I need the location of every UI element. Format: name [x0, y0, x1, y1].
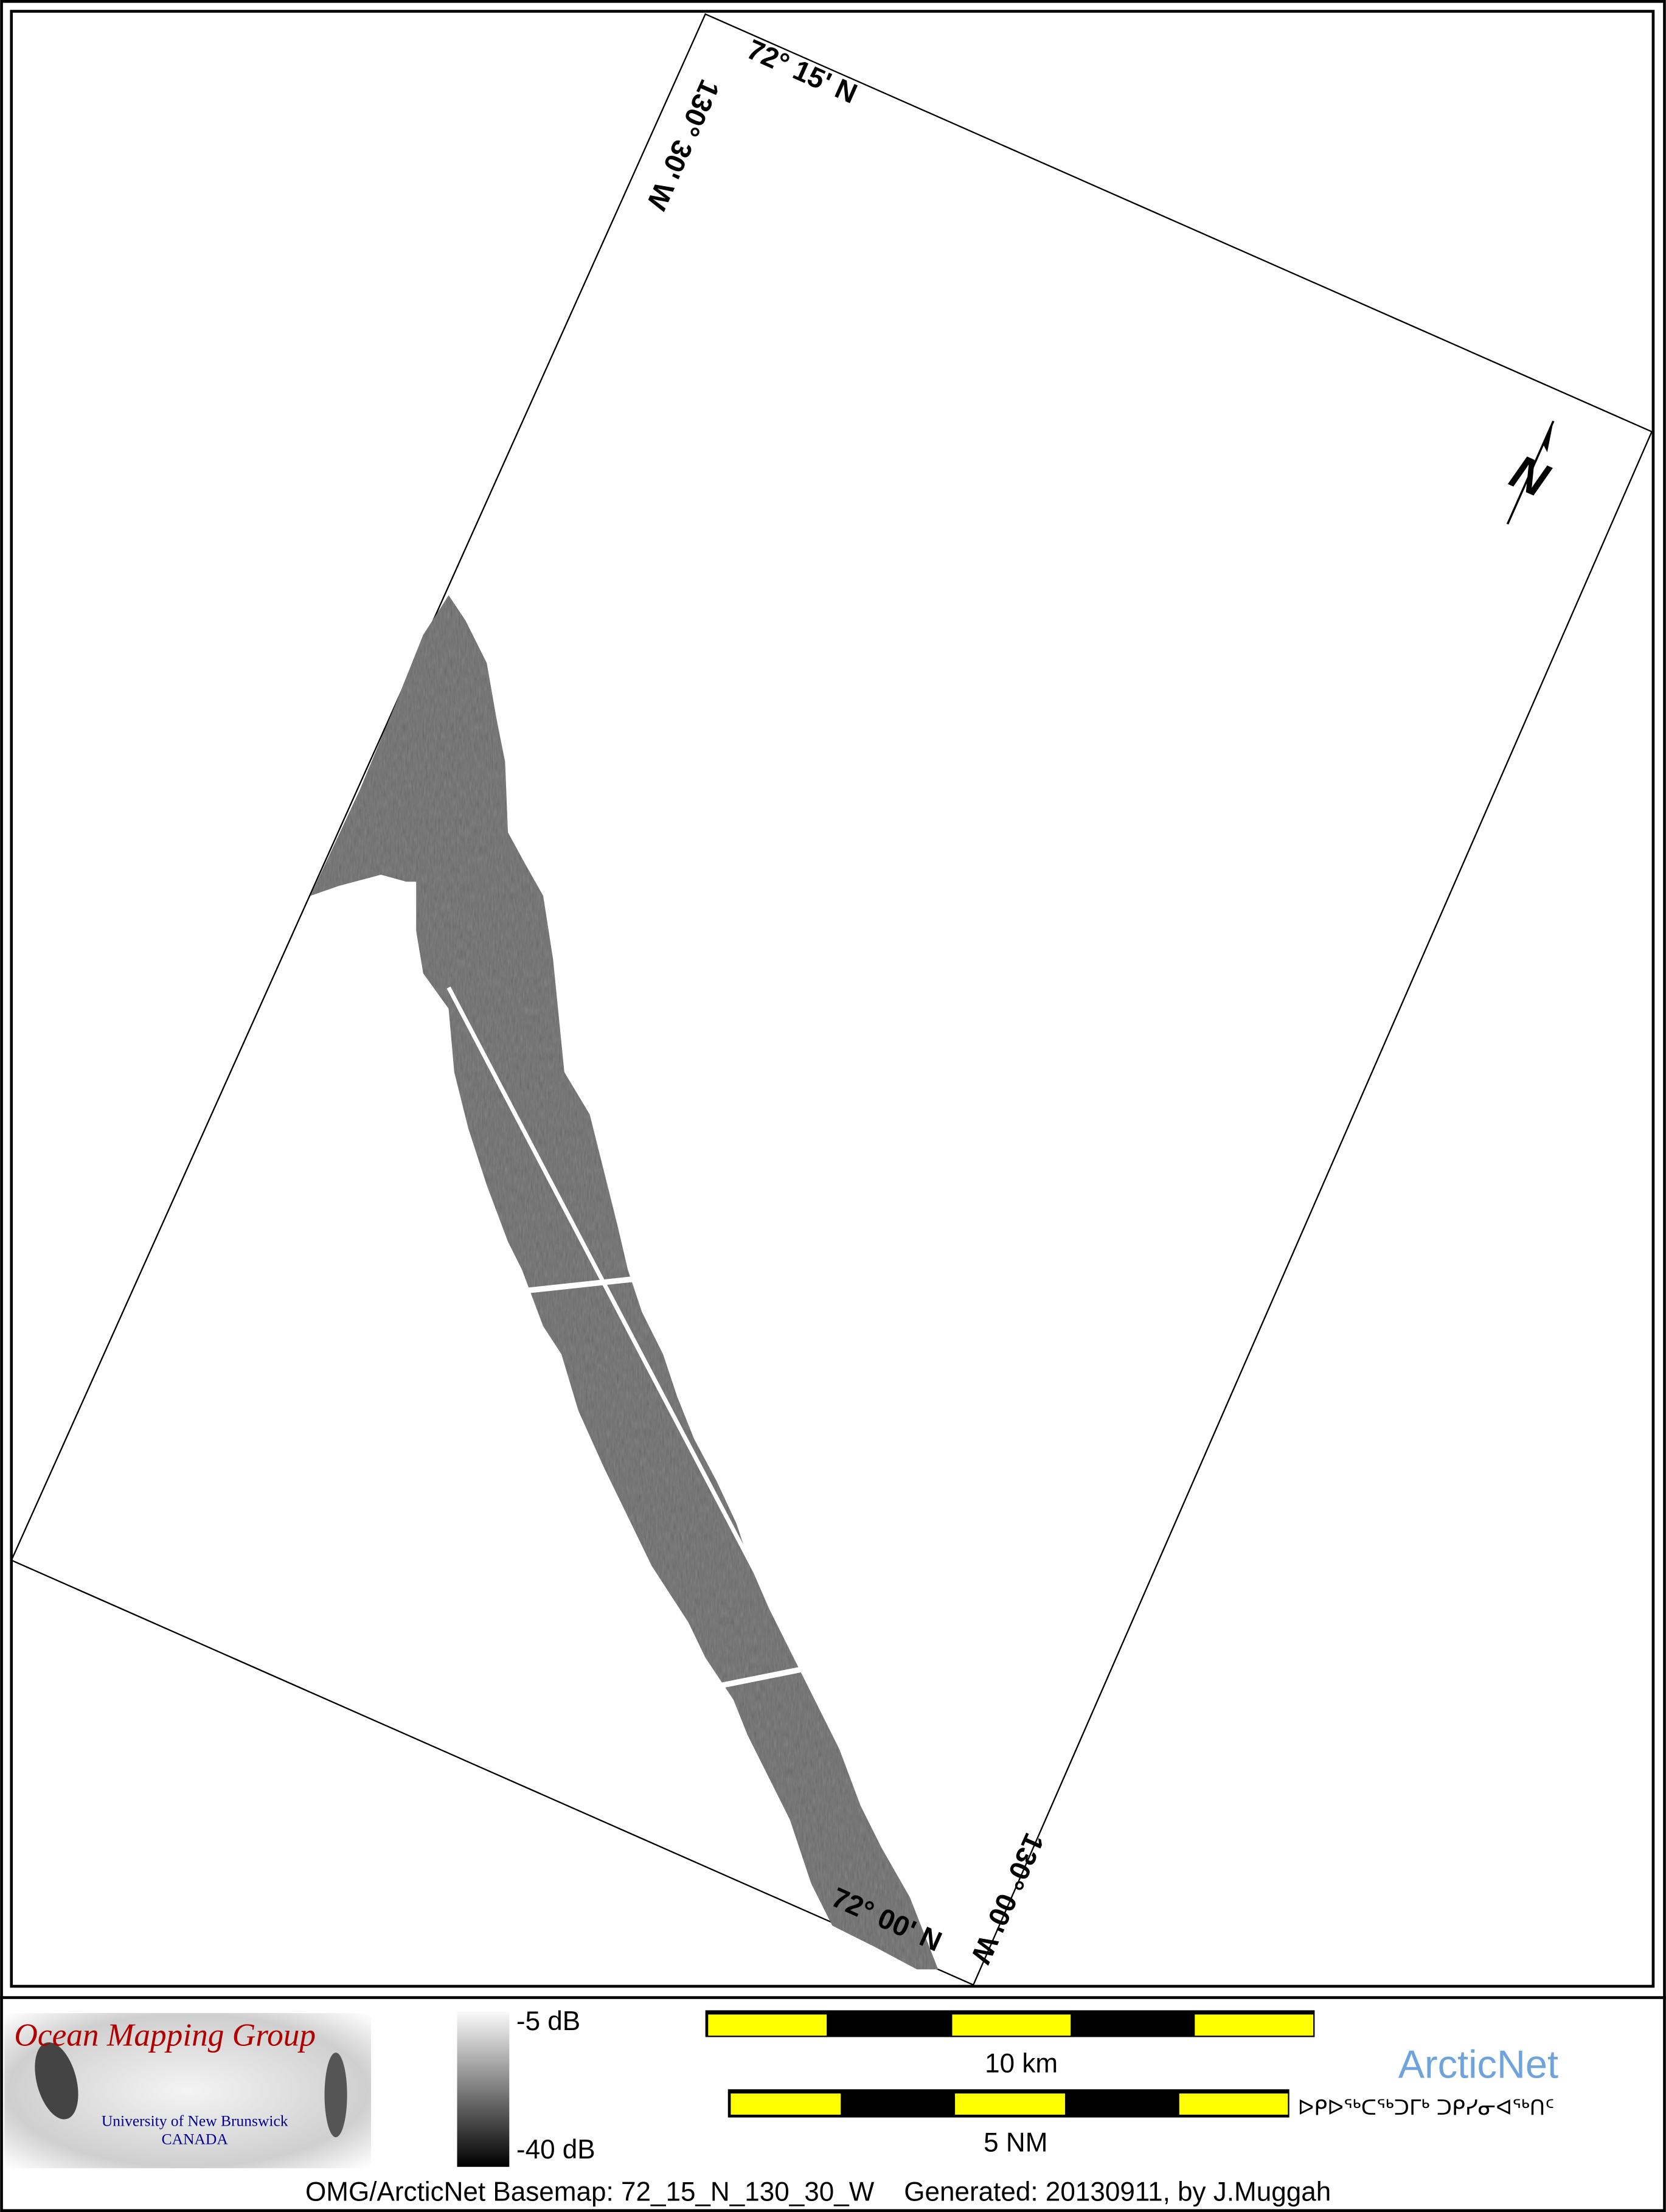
footer-caption: OMG/ArcticNet Basemap: 72_15_N_130_30_W …: [305, 2177, 1331, 2207]
svg-text:ArcticNet: ArcticNet: [1398, 2042, 1558, 2087]
arcticnet-logo: ArcticNet ᐅᑭᐅᖅᑕᖅᑐᒥᒃ ᑐᑭᓯᓂᐊᖅᑎᑦ: [1298, 2042, 1558, 2120]
backscatter-swath: [310, 595, 939, 1970]
svg-text:Ocean Mapping Group: Ocean Mapping Group: [14, 2016, 316, 2053]
svg-text:CANADA: CANADA: [162, 2130, 229, 2148]
svg-text:University of New Brunswick: University of New Brunswick: [102, 2112, 288, 2130]
svg-text:N: N: [1503, 444, 1558, 507]
colorbar-min-label: -40 dB: [516, 2135, 595, 2165]
scalebar-km: 10 km: [705, 2010, 1315, 2078]
svg-text:5 NM: 5 NM: [984, 2127, 1047, 2157]
map-frame: [10, 10, 1655, 1988]
label-left-longitude: 130° 30' W: [640, 75, 726, 215]
svg-text:10 km: 10 km: [985, 2048, 1058, 2078]
label-top-latitude: 72° 15' N: [743, 33, 862, 110]
north-arrow-icon: N: [1503, 420, 1558, 525]
label-right-longitude: 130° 00' W: [965, 1829, 1050, 1969]
omg-logo: Ocean Mapping Group University of New Br…: [4, 2013, 372, 2169]
map-sheet-boundary: [10, 13, 1653, 1986]
scalebar-nm: 5 NM: [727, 2089, 1289, 2157]
backscatter-colorbar: -5 dB -40 dB: [457, 2006, 595, 2167]
svg-text:ᐅᑭᐅᖅᑕᖅᑐᒥᒃ ᑐᑭᓯᓂᐊᖅᑎᑦ: ᐅᑭᐅᖅᑕᖅᑐᒥᒃ ᑐᑭᓯᓂᐊᖅᑎᑦ: [1298, 2096, 1555, 2120]
colorbar-max-label: -5 dB: [516, 2006, 580, 2036]
